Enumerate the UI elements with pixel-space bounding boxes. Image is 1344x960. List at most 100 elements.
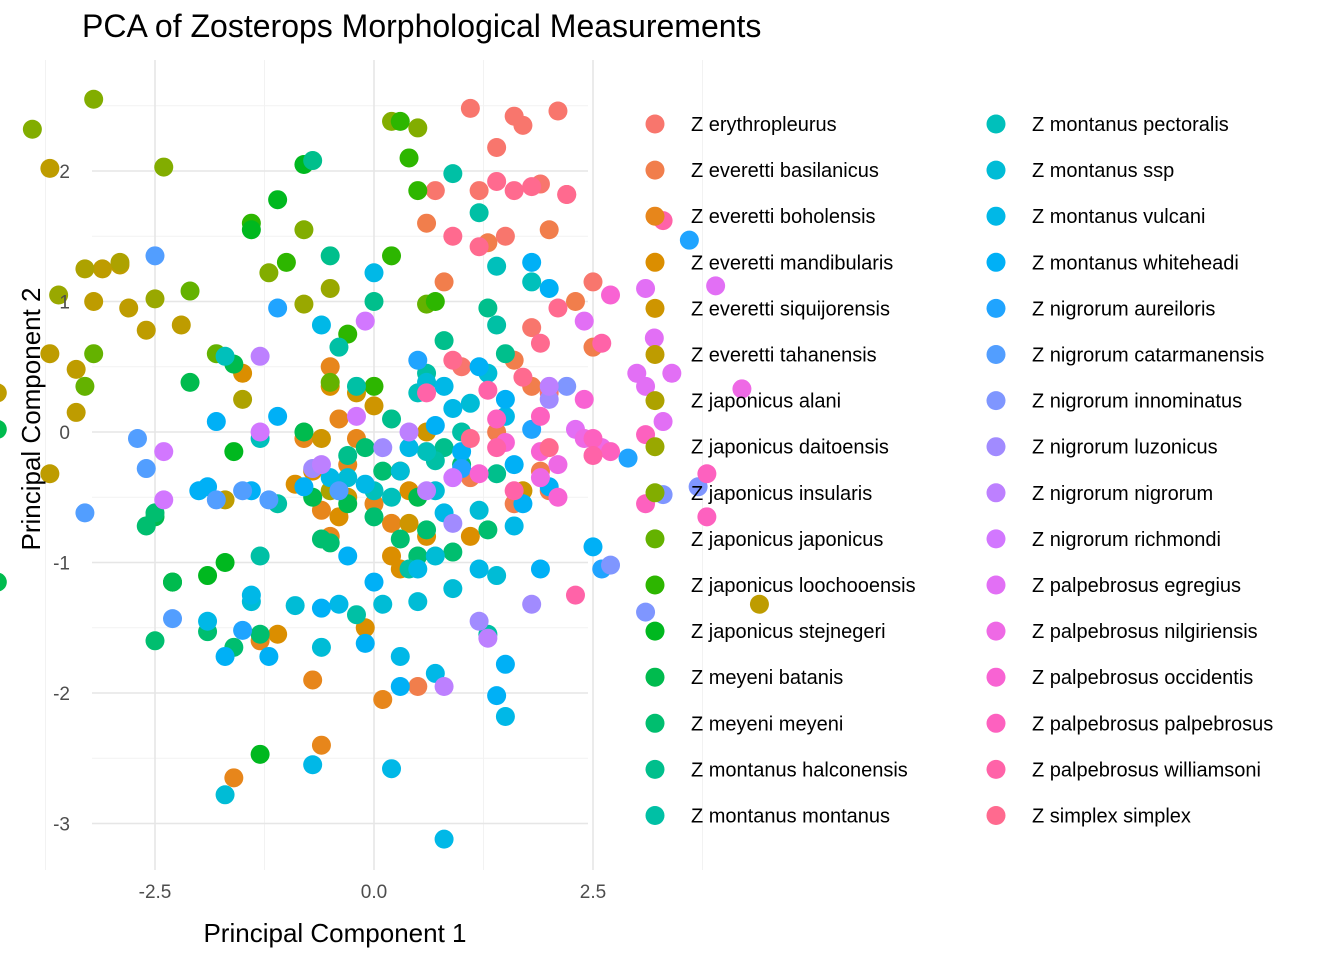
legend-key xyxy=(645,345,665,364)
legend-label: Z palpebrosus egregius xyxy=(1032,575,1241,597)
data-point xyxy=(49,285,69,305)
data-point xyxy=(136,459,156,479)
data-point xyxy=(539,438,559,458)
legend-item: Z nigrorum innominatus xyxy=(986,391,1242,413)
data-point xyxy=(154,442,174,462)
data-point xyxy=(241,220,261,240)
data-point xyxy=(417,520,437,540)
data-point xyxy=(487,138,507,158)
legend-key xyxy=(645,529,665,549)
legend: Z erythropleurus Z everetti basilanicus Z … xyxy=(645,114,1273,828)
data-point xyxy=(390,461,410,481)
data-point xyxy=(434,272,454,292)
data-point xyxy=(364,376,384,396)
data-point xyxy=(215,646,235,666)
data-point xyxy=(557,376,577,396)
legend-key xyxy=(645,667,665,687)
data-point xyxy=(364,572,384,592)
data-point xyxy=(338,445,358,465)
data-point xyxy=(364,292,384,311)
data-point xyxy=(346,376,366,396)
legend-label: Z japonicus loochooensis xyxy=(691,575,916,597)
data-point xyxy=(469,181,489,201)
legend-key xyxy=(986,345,1006,364)
y-tick-label: 1 xyxy=(59,293,70,314)
data-point xyxy=(0,383,7,402)
data-point xyxy=(294,422,314,442)
legend-key xyxy=(986,437,1006,457)
data-point xyxy=(574,389,594,409)
data-point xyxy=(522,318,542,338)
data-point xyxy=(495,226,515,246)
legend-label: Z erythropleurus xyxy=(691,114,837,136)
data-point xyxy=(487,438,507,458)
y-axis-label: Principal Component 2 xyxy=(16,287,46,550)
data-point xyxy=(163,609,183,629)
x-tick-label: -2.5 xyxy=(139,882,172,903)
data-point xyxy=(268,406,288,426)
legend-label: Z meyeni batanis xyxy=(691,667,843,689)
x-tick-label: 2.5 xyxy=(580,882,606,903)
data-point xyxy=(233,620,253,640)
legend-label: Z everetti tahanensis xyxy=(691,345,877,367)
data-point xyxy=(250,744,270,764)
data-point xyxy=(382,246,402,266)
legend-key xyxy=(645,206,665,226)
legend-item: Z montanus whiteheadi xyxy=(986,252,1239,274)
legend-label: Z palpebrosus nilgiriensis xyxy=(1032,621,1258,643)
legend-item: Z palpebrosus nilgiriensis xyxy=(986,621,1258,643)
legend-item: Z meyeni batanis xyxy=(645,667,843,689)
data-point xyxy=(487,171,507,191)
data-point xyxy=(636,602,656,622)
data-point xyxy=(539,389,559,409)
data-point xyxy=(75,376,95,396)
legend-key xyxy=(645,621,665,641)
legend-label: Z palpebrosus occidentis xyxy=(1032,667,1253,689)
data-point xyxy=(329,337,349,357)
data-point xyxy=(320,278,340,298)
data-point xyxy=(329,594,349,614)
legend-key xyxy=(645,759,665,779)
legend-key xyxy=(986,483,1006,503)
data-point xyxy=(382,487,402,507)
data-point xyxy=(583,429,603,449)
data-point xyxy=(373,690,393,710)
data-point xyxy=(417,442,437,462)
data-point xyxy=(250,546,270,566)
legend-label: Z japonicus daitoensis xyxy=(691,437,889,459)
data-point xyxy=(311,455,331,475)
data-point xyxy=(530,406,550,426)
data-point xyxy=(373,594,393,614)
data-point xyxy=(478,520,498,540)
legend-item: Z palpebrosus occidentis xyxy=(986,667,1253,689)
data-point xyxy=(513,367,533,387)
data-point xyxy=(390,646,410,666)
data-point xyxy=(504,455,524,475)
legend-key xyxy=(986,667,1006,687)
legend-key xyxy=(986,575,1006,595)
data-point xyxy=(653,412,673,432)
data-point xyxy=(22,119,42,139)
data-point xyxy=(294,220,314,240)
data-point xyxy=(198,611,218,631)
legend-label: Z montanus montanus xyxy=(691,806,890,828)
data-point xyxy=(180,281,200,301)
data-point xyxy=(495,706,515,726)
data-point xyxy=(513,115,533,135)
legend-item: Z palpebrosus egregius xyxy=(986,575,1241,597)
data-point xyxy=(417,213,437,233)
data-point xyxy=(601,285,621,305)
data-point xyxy=(504,516,524,536)
data-point xyxy=(443,226,463,246)
data-point xyxy=(434,331,454,351)
data-point xyxy=(373,438,393,458)
legend-label: Z montanus whiteheadi xyxy=(1032,252,1239,274)
data-point xyxy=(399,438,419,458)
data-point xyxy=(443,468,463,488)
legend-label: Z nigrorum aureiloris xyxy=(1032,298,1215,320)
data-point xyxy=(303,755,323,775)
legend-item: Z montanus ssp xyxy=(986,160,1174,182)
legend-label: Z everetti siquijorensis xyxy=(691,298,890,320)
legend-label: Z montanus pectoralis xyxy=(1032,114,1229,136)
y-tick-label: -2 xyxy=(53,684,70,705)
